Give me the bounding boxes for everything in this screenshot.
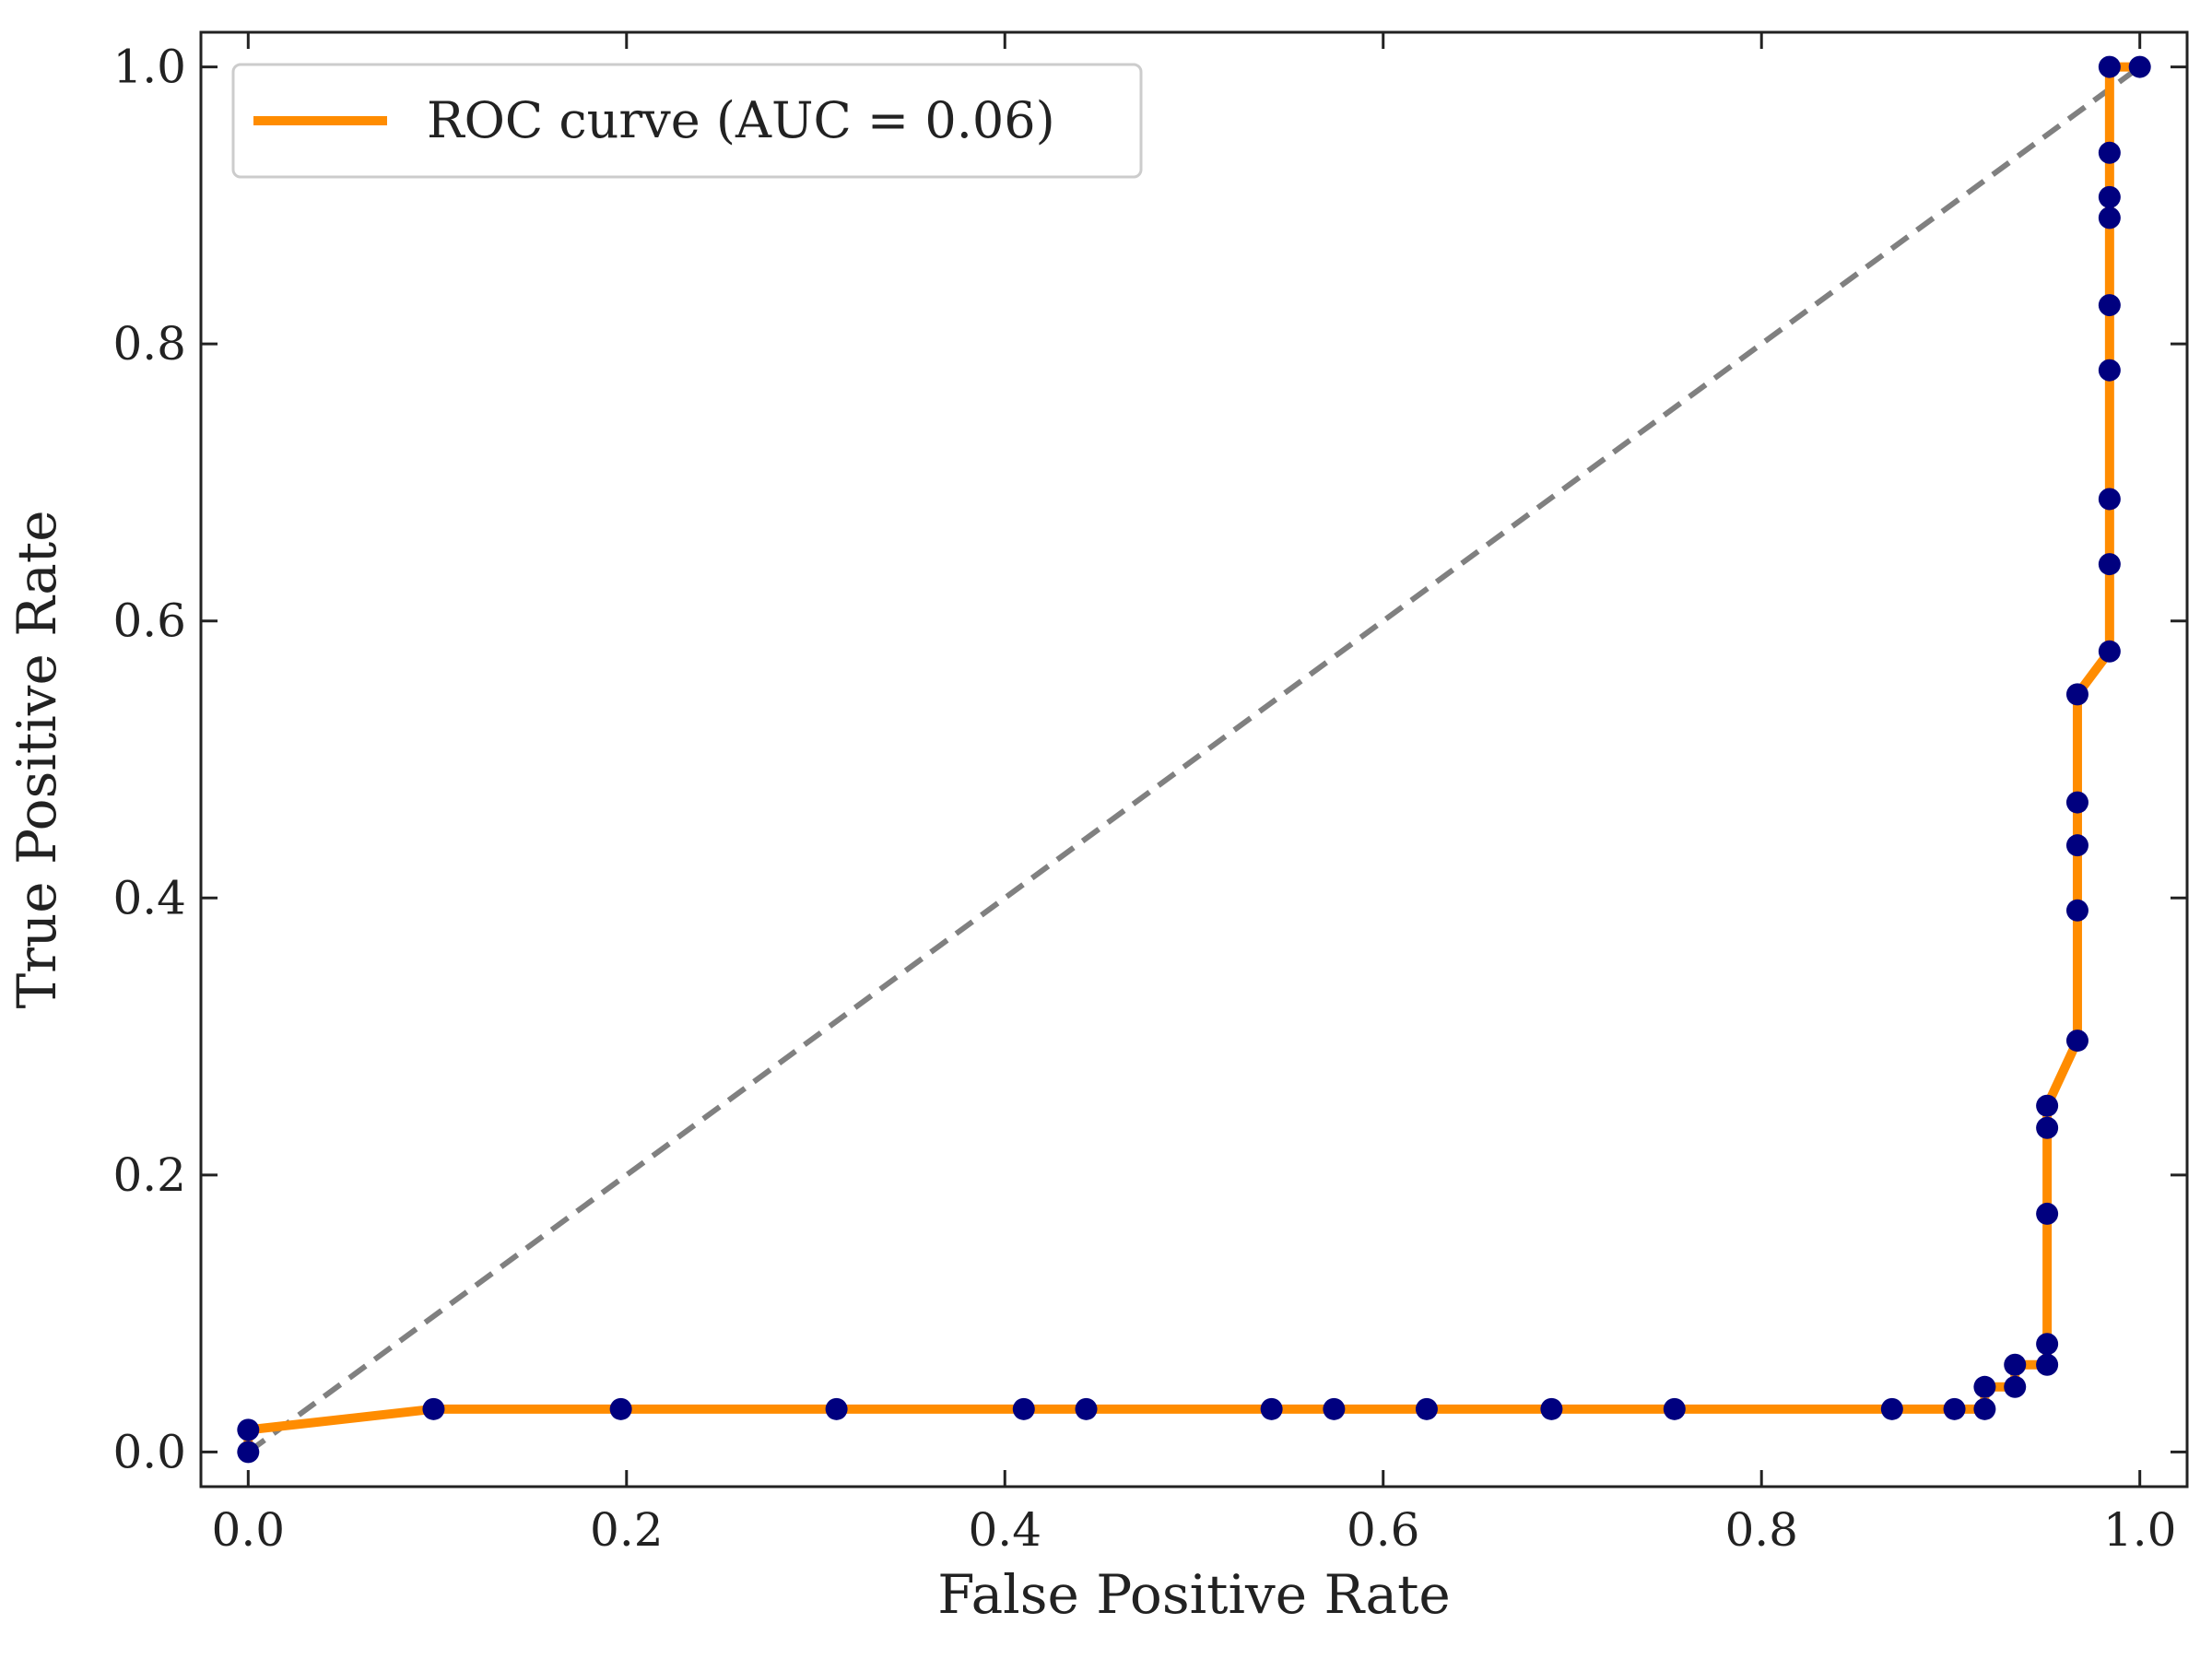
plot-area-frame	[199, 30, 2189, 1488]
roc-point	[2065, 1030, 2088, 1053]
roc-point	[2065, 834, 2088, 857]
x-tick-label: 0.8	[1724, 1503, 1798, 1557]
roc-point	[1323, 1397, 1346, 1420]
x-tick-labels: 0.0 0.2 0.4 0.6 0.8 1.0	[212, 1503, 2177, 1557]
roc-point	[2036, 1116, 2059, 1139]
roc-point	[1663, 1397, 1686, 1420]
legend-box	[231, 63, 1143, 179]
chance-line-layer	[246, 65, 2142, 1454]
y-tick-label: 0.6	[112, 594, 186, 648]
y-axis-label: True Positive Rate	[6, 510, 68, 1008]
y-tick-labels: 0.0 0.2 0.4 0.6 0.8 1.0	[112, 41, 186, 1479]
roc-point	[2065, 899, 2088, 922]
roc-point	[2098, 141, 2121, 164]
roc-point	[2098, 488, 2121, 511]
roc-point	[825, 1397, 848, 1420]
chance-diagonal-line	[246, 65, 2142, 1454]
y-tick-label: 0.4	[112, 871, 186, 924]
roc-point	[1012, 1397, 1035, 1420]
roc-point	[1943, 1397, 1966, 1420]
x-axis-label: False Positive Rate	[937, 1563, 1450, 1626]
roc-point	[1540, 1397, 1563, 1420]
roc-point	[2036, 1333, 2059, 1356]
y-tick-label: 0.0	[112, 1425, 186, 1478]
tick-marks	[201, 32, 2187, 1487]
roc-point	[2128, 55, 2151, 78]
roc-point	[1973, 1375, 1996, 1398]
x-tick-label: 0.6	[1347, 1503, 1420, 1557]
roc-point	[2065, 791, 2088, 814]
roc-point	[2098, 640, 2121, 663]
x-tick-label: 1.0	[2103, 1503, 2177, 1557]
roc-point	[2098, 185, 2121, 208]
roc-point	[237, 1441, 260, 1464]
y-tick-label: 1.0	[112, 41, 186, 94]
roc-point	[1973, 1397, 1996, 1420]
roc-point	[1415, 1397, 1438, 1420]
roc-point	[2098, 553, 2121, 576]
roc-point	[609, 1397, 632, 1420]
y-tick-label: 0.2	[112, 1148, 186, 1202]
roc-point	[2004, 1375, 2027, 1398]
roc-marker-layer	[237, 55, 2151, 1464]
x-tick-label: 0.2	[590, 1503, 664, 1557]
x-tick-label: 0.0	[212, 1503, 286, 1557]
roc-point	[2036, 1353, 2059, 1376]
roc-point	[2036, 1094, 2059, 1117]
roc-point	[1075, 1397, 1098, 1420]
roc-point	[422, 1397, 445, 1420]
roc-point	[237, 1418, 260, 1441]
legend-label-roc: ROC curve (AUC = 0.06)	[427, 91, 1055, 149]
roc-point	[2098, 359, 2121, 382]
roc-point	[2065, 683, 2088, 706]
legend: ROC curve (AUC = 0.06)	[231, 63, 1143, 179]
roc-point	[1260, 1397, 1283, 1420]
roc-point	[2098, 55, 2121, 78]
roc-point	[2098, 206, 2121, 229]
y-tick-label: 0.8	[112, 317, 186, 371]
x-tick-label: 0.4	[968, 1503, 1041, 1557]
roc-point	[2098, 294, 2121, 317]
roc-point	[2036, 1202, 2059, 1225]
roc-point	[1880, 1397, 1903, 1420]
roc-point	[2004, 1353, 2027, 1376]
